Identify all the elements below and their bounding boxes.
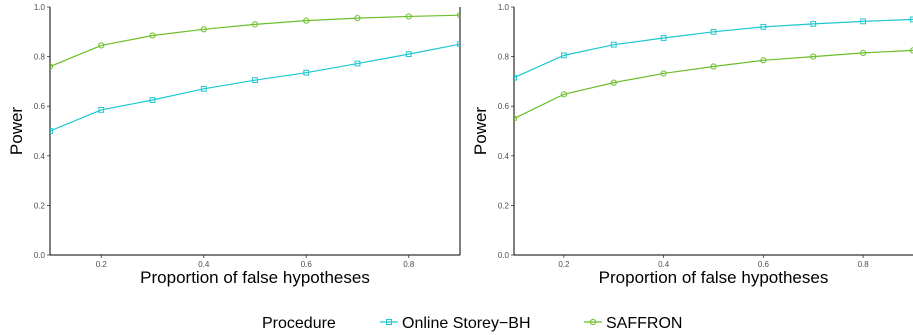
right-point-saffron	[710, 63, 717, 70]
right-y-tick-label: 0.4	[498, 152, 510, 161]
right-plot-area	[514, 16, 913, 122]
left-y-tick-label: 1.0	[34, 3, 46, 12]
right-point-saffron	[860, 49, 867, 56]
left-y-tick-label: 0.4	[34, 152, 46, 161]
left-y-axis-title: Power	[7, 107, 26, 156]
right-point-online-storey-bh	[514, 74, 517, 81]
left-point-saffron	[98, 42, 105, 49]
legend-key-saffron	[584, 318, 602, 326]
right-point-online-storey-bh	[560, 52, 567, 59]
right-x-axis-title: Proportion of false hypotheses	[599, 268, 829, 287]
left-point-saffron	[405, 13, 412, 20]
left-x-tick-label: 0.6	[301, 260, 313, 269]
right-y-tick-label: 0.2	[498, 201, 510, 210]
left-x-tick-label: 0.8	[403, 260, 415, 269]
right-point-saffron	[760, 57, 767, 64]
left-y-tick-label: 0.0	[34, 251, 46, 260]
left-point-online-storey-bh	[252, 77, 258, 84]
right-line-online-storey-bh	[514, 18, 913, 79]
left-point-online-storey-bh	[405, 51, 412, 58]
left-x-tick-label: 0.4	[198, 260, 210, 269]
legend: Procedure Online Storey−BH SAFFRON	[262, 315, 682, 332]
left-x-tick-label: 0.2	[96, 260, 108, 269]
right-y-axis-title: Power	[471, 107, 490, 156]
right-point-saffron	[514, 115, 518, 122]
right-y-tick-label: 1.0	[498, 3, 510, 12]
left-y-tick-label: 0.8	[34, 53, 46, 62]
right-plot-panel: 0.0 0.2 0.4 0.6 0.8 1.0 0.2 0.4 0.6 0.8 Proportion…	[471, 3, 913, 287]
right-x-tick-label: 0.4	[658, 260, 670, 269]
left-line-online-storey-bh	[50, 43, 460, 132]
right-x-tick-label: 0.8	[858, 260, 870, 269]
left-plot-area	[50, 12, 460, 134]
left-y-tick-label: 0.6	[34, 102, 46, 111]
right-point-saffron	[909, 47, 913, 54]
right-point-saffron	[810, 53, 817, 60]
left-point-online-storey-bh	[50, 128, 53, 134]
legend-label-saffron: SAFFRON	[606, 315, 682, 332]
right-point-online-storey-bh	[760, 23, 767, 30]
right-point-saffron	[610, 79, 617, 86]
right-x-tick-label: 0.6	[758, 260, 770, 269]
left-x-axis-title: Proportion of false hypotheses	[140, 268, 370, 287]
left-point-saffron	[354, 15, 361, 22]
left-point-online-storey-bh	[457, 41, 460, 48]
left-point-saffron	[149, 32, 156, 39]
left-point-online-storey-bh	[354, 60, 361, 67]
right-point-online-storey-bh	[710, 28, 717, 35]
right-line-saffron	[514, 49, 913, 120]
right-point-online-storey-bh	[860, 18, 867, 25]
legend-label-online-storey-bh: Online Storey−BH	[402, 315, 531, 332]
right-point-saffron	[560, 91, 567, 98]
right-x-tick-label: 0.2	[558, 260, 570, 269]
left-point-saffron	[251, 21, 259, 28]
left-point-saffron	[200, 26, 207, 33]
legend-key-online-storey-bh	[380, 319, 398, 325]
legend-title: Procedure	[262, 315, 336, 332]
left-point-online-storey-bh	[303, 69, 310, 76]
right-point-online-storey-bh	[810, 20, 817, 27]
left-y-tick-label: 0.2	[34, 201, 46, 210]
right-point-online-storey-bh	[660, 35, 667, 41]
left-point-saffron	[50, 63, 54, 70]
right-point-online-storey-bh	[610, 41, 617, 48]
left-point-online-storey-bh	[149, 97, 156, 103]
right-point-saffron	[660, 70, 667, 77]
left-line-saffron	[50, 14, 460, 68]
left-point-online-storey-bh	[200, 85, 207, 92]
right-y-tick-label: 0.0	[498, 251, 510, 260]
left-plot-panel: 0.0 0.2 0.4 0.6 0.8 1.0 0.2 0.4 0.6 0.8 Proportion…	[7, 3, 461, 287]
left-point-saffron	[303, 17, 310, 24]
left-point-saffron	[456, 12, 460, 19]
left-point-online-storey-bh	[98, 107, 105, 113]
right-y-tick-label: 0.8	[498, 53, 510, 62]
right-y-tick-label: 0.6	[498, 102, 510, 111]
